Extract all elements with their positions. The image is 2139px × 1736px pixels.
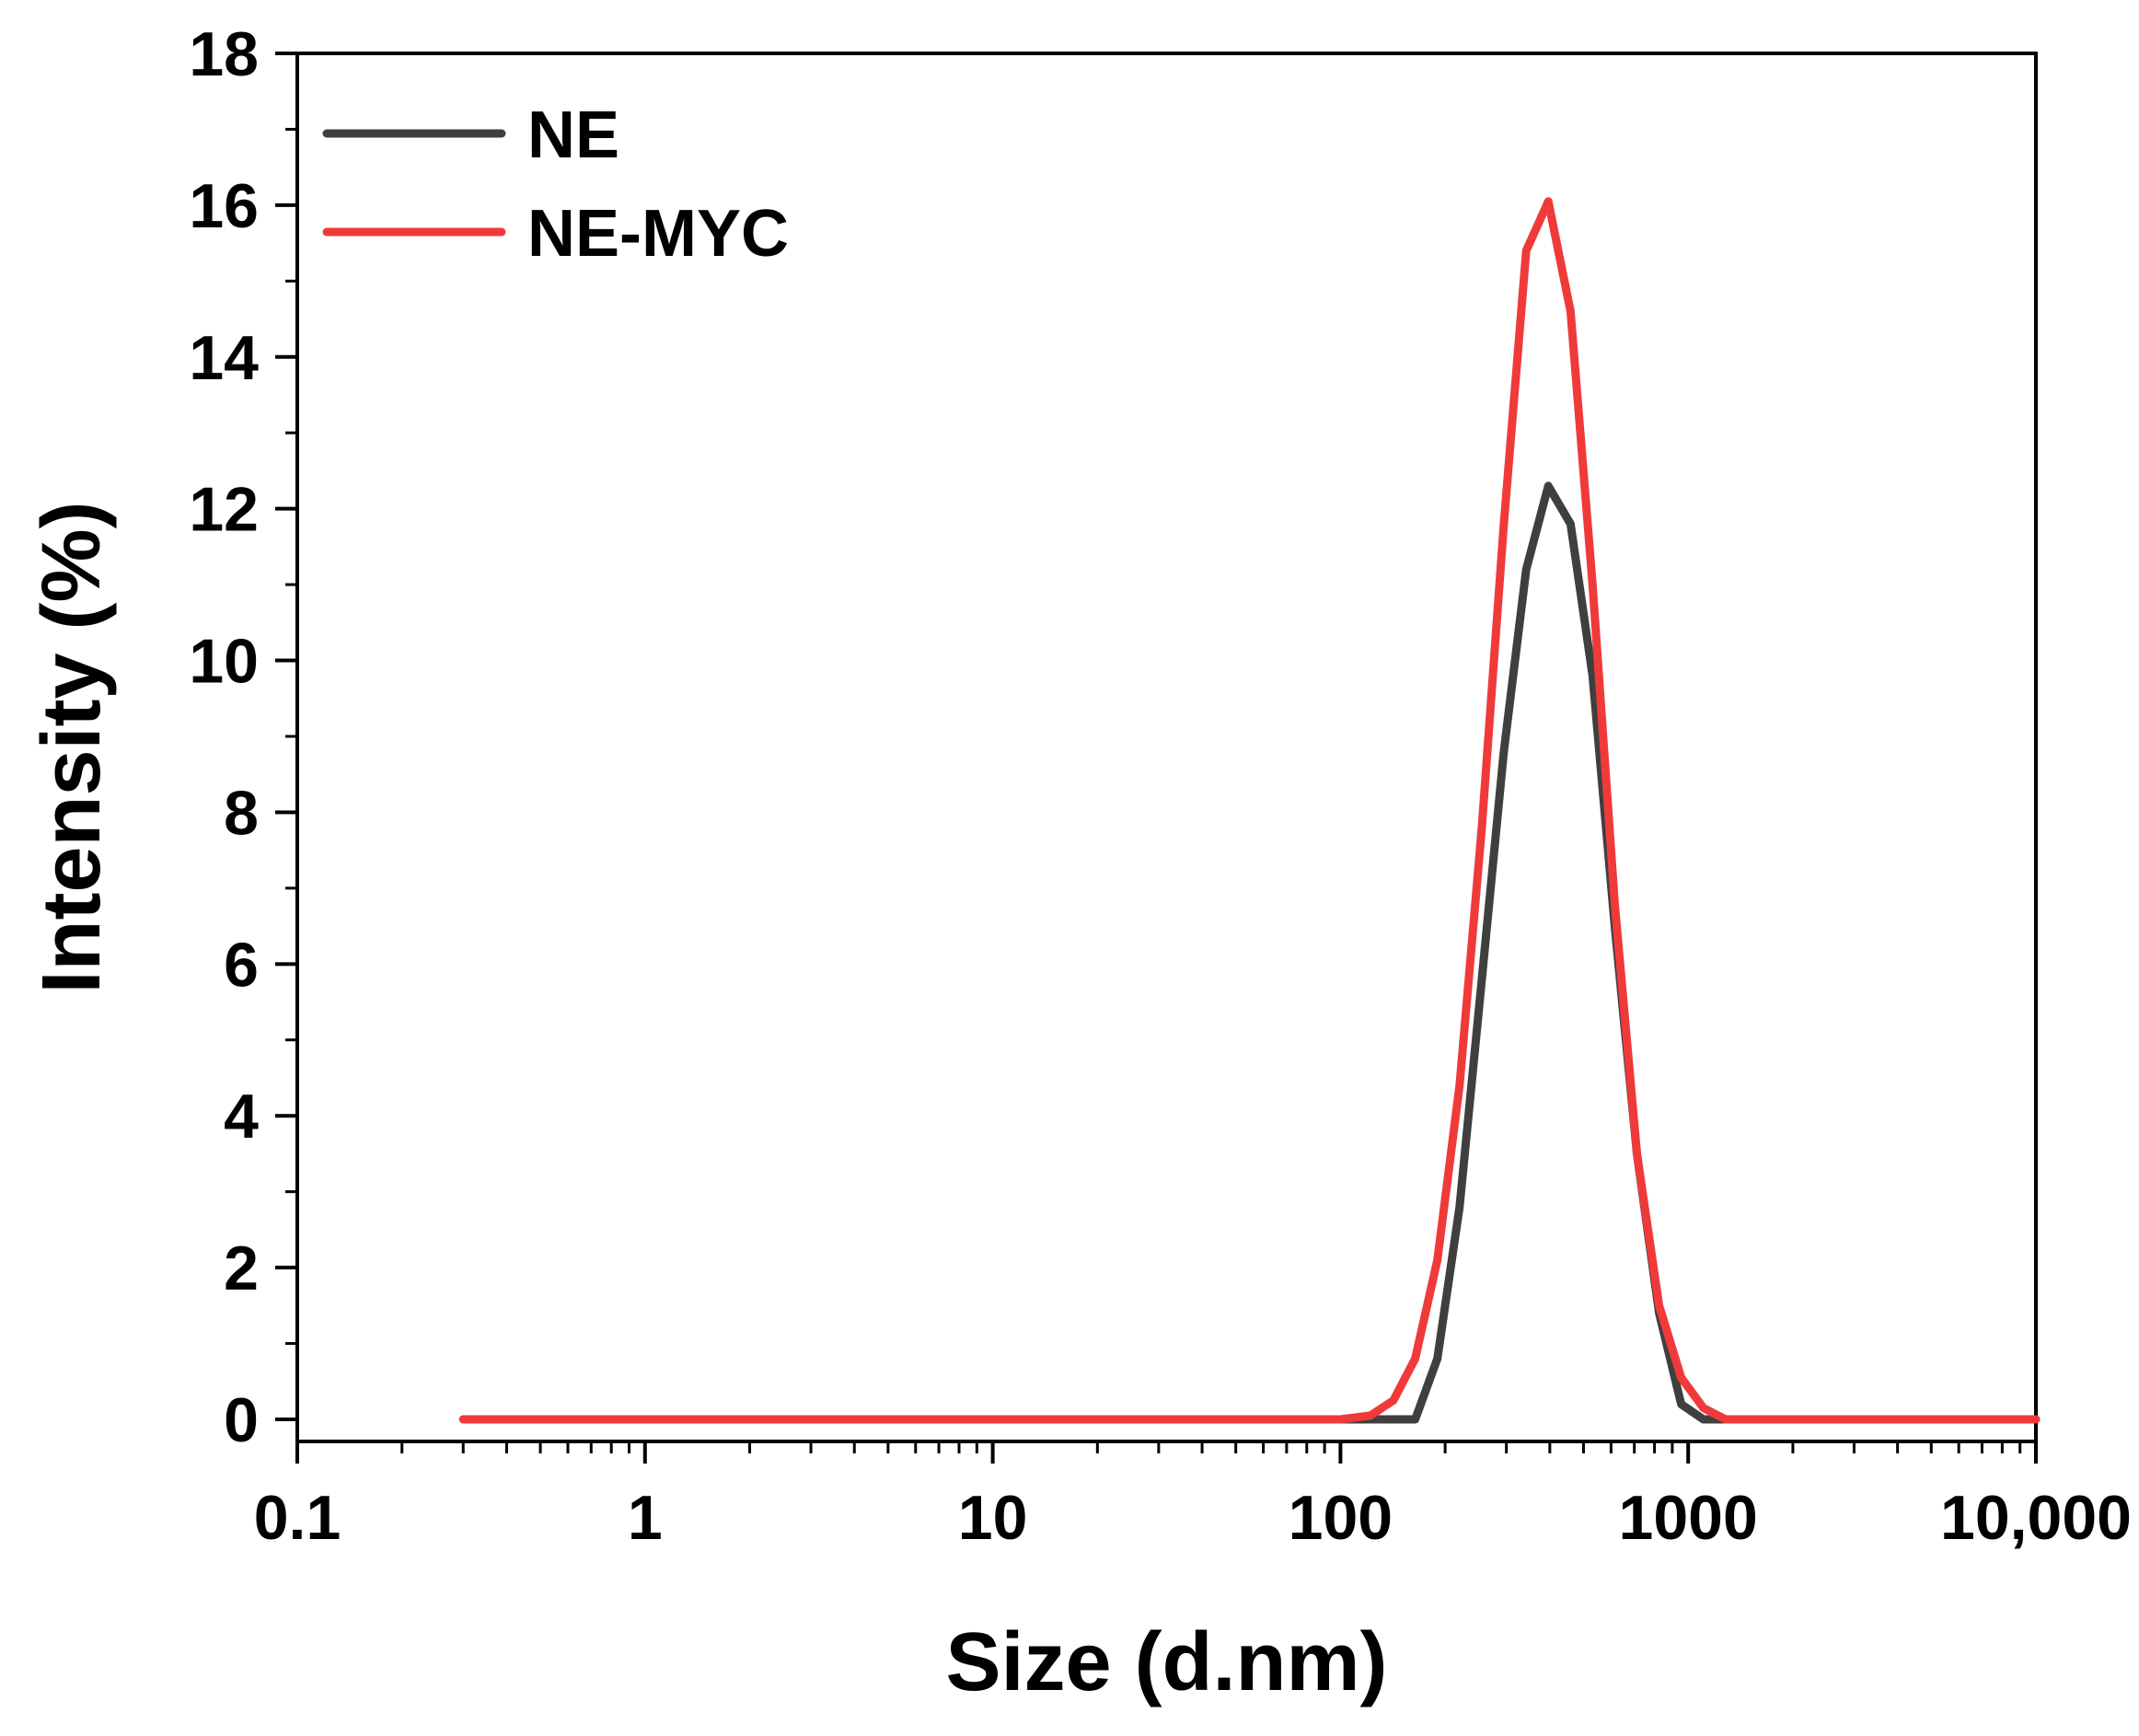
x-tick-label: 10,000 [1940,1483,2132,1553]
series-line-ne [458,481,2041,1424]
y-tick-label: 12 [189,475,259,545]
y-tick-label: 8 [224,778,259,848]
x-tick-label: 1000 [1619,1483,1758,1553]
y-tick-label: 0 [224,1385,259,1455]
y-tick-label: 10 [189,627,259,697]
y-tick-label: 4 [224,1082,259,1152]
x-tick-label: 100 [1289,1483,1393,1553]
legend-label: NE [527,98,619,172]
x-axis-title: Size (d.nm) [945,1616,1387,1708]
y-tick-label: 2 [224,1233,259,1303]
x-tick-label: 10 [958,1483,1028,1553]
legend-label: NE-MYC [527,197,789,271]
y-tick-label: 18 [189,19,259,89]
plot-frame [295,52,2038,1443]
x-tick-label: 1 [628,1483,663,1553]
y-tick-label: 6 [224,930,259,1000]
series-line-ne-myc [458,197,2041,1424]
x-tick-label: 0.1 [254,1483,341,1553]
y-axis-title: Intensity (%) [26,501,118,993]
y-tick-label: 16 [189,171,259,241]
y-tick-label: 14 [189,323,259,393]
